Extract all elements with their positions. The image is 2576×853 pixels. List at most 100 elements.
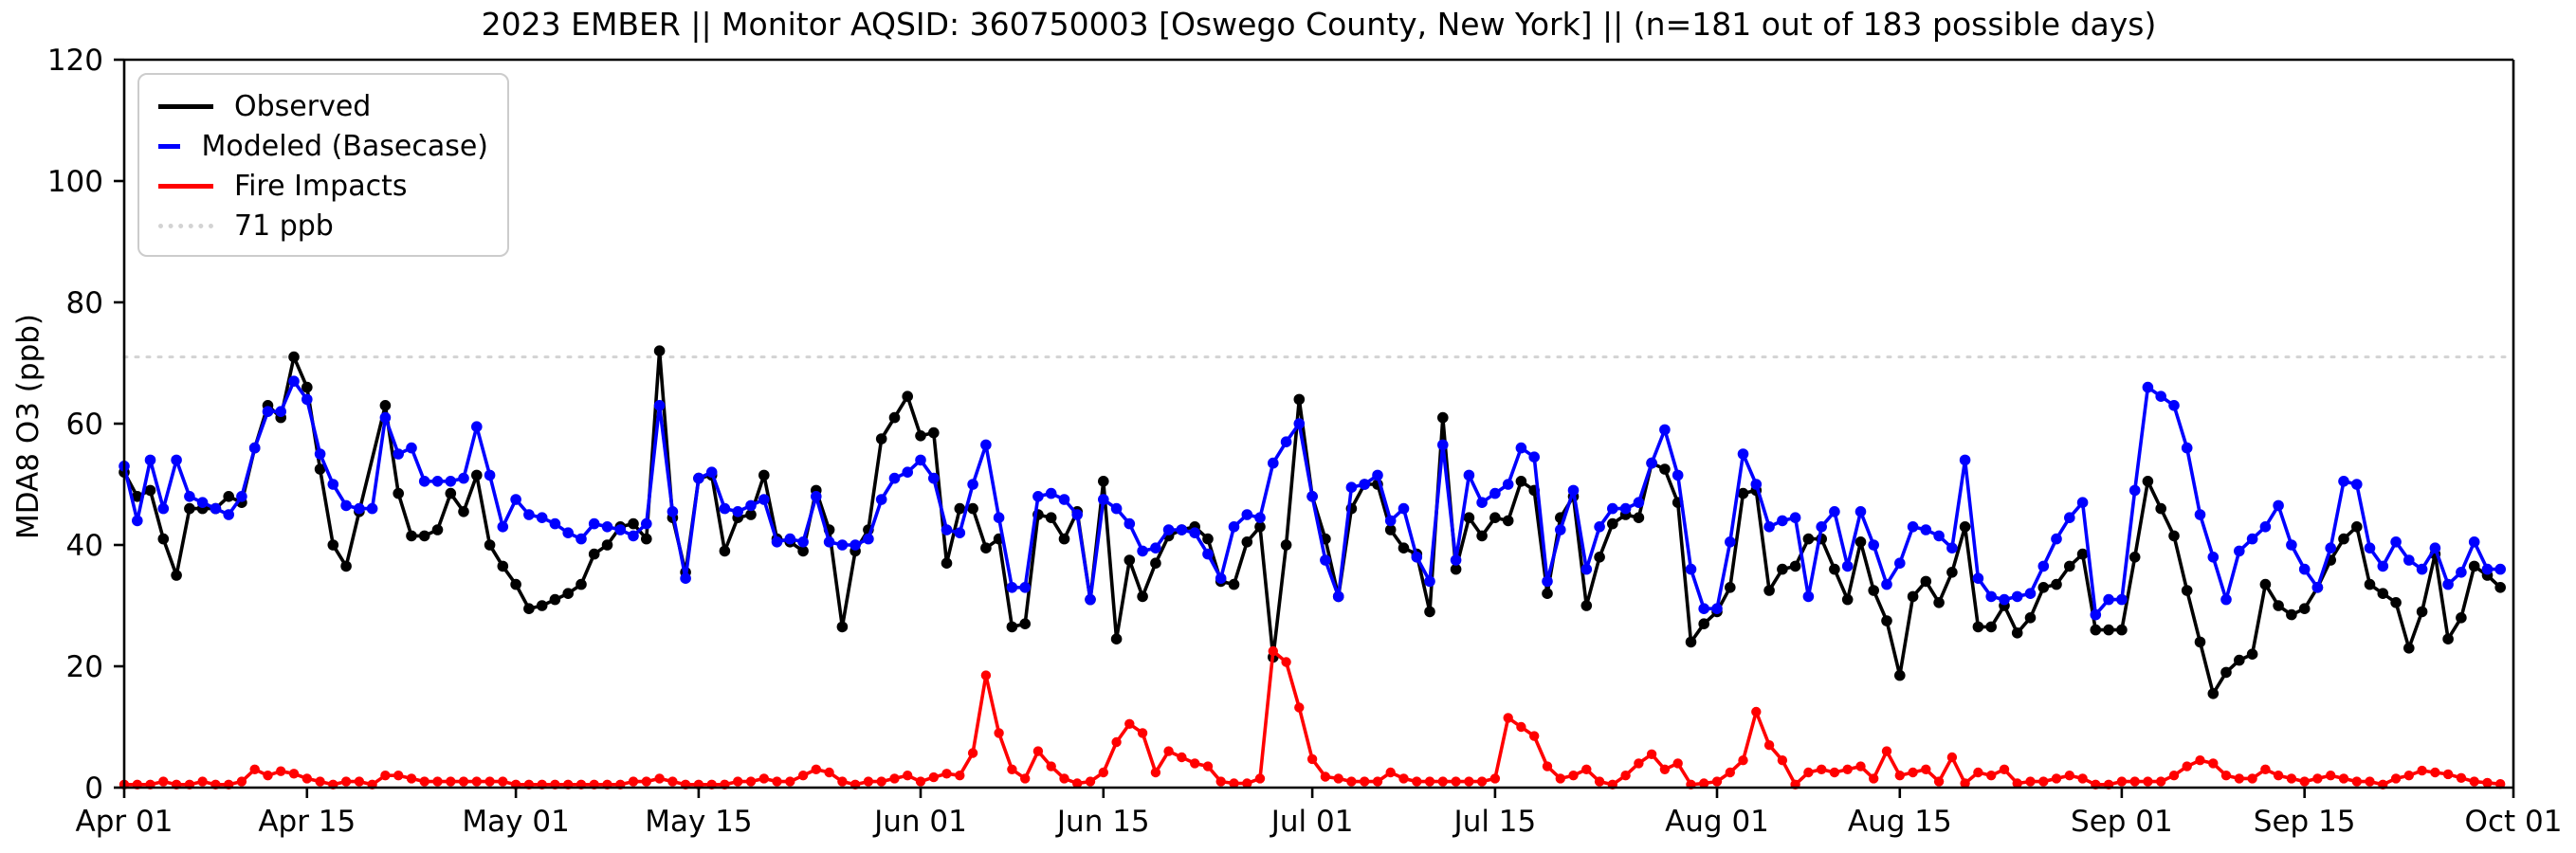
threshold-line-swatch — [158, 223, 213, 228]
data-point — [1020, 773, 1031, 784]
data-point — [2182, 761, 2192, 771]
data-point — [2416, 563, 2428, 575]
data-point — [510, 494, 521, 505]
data-point — [301, 381, 313, 393]
data-point — [366, 502, 378, 515]
data-point — [523, 509, 535, 520]
data-point — [1437, 411, 1449, 424]
data-point — [954, 527, 966, 538]
data-point — [1659, 463, 1671, 475]
data-point — [1829, 563, 1840, 575]
data-point — [1646, 457, 1657, 469]
data-point — [1437, 776, 1449, 787]
data-point — [1476, 497, 1488, 508]
data-point — [1019, 582, 1031, 593]
data-point — [641, 776, 651, 787]
data-point — [888, 411, 901, 424]
data-point — [875, 494, 887, 505]
data-point — [2468, 536, 2480, 548]
data-point — [2181, 585, 2193, 596]
data-point — [888, 472, 901, 484]
data-point — [2195, 755, 2205, 766]
data-point — [418, 476, 430, 487]
data-point — [2403, 554, 2415, 566]
data-point — [980, 670, 992, 681]
data-point — [2286, 539, 2297, 551]
data-point — [2024, 612, 2037, 624]
data-point — [1280, 539, 1292, 551]
data-point — [1385, 767, 1396, 778]
data-point — [2442, 769, 2454, 780]
data-point — [967, 748, 978, 758]
data-point — [2181, 442, 2193, 454]
data-point — [941, 524, 953, 535]
data-point — [863, 776, 874, 787]
data-point — [393, 771, 404, 781]
data-point — [1908, 767, 1918, 778]
data-point — [1437, 439, 1449, 451]
data-point — [1555, 773, 1566, 784]
data-point — [2482, 777, 2493, 789]
data-point — [1398, 542, 1410, 554]
data-point — [1124, 718, 1135, 729]
x-tick-label: Jul 15 — [1452, 805, 1537, 839]
data-point — [1777, 755, 1788, 766]
data-point — [288, 375, 300, 388]
data-point — [2128, 552, 2141, 563]
data-point — [836, 621, 849, 633]
data-point — [641, 533, 652, 545]
data-point — [393, 448, 405, 460]
data-point — [2377, 588, 2389, 599]
data-point — [223, 491, 234, 502]
data-point — [2456, 567, 2467, 578]
data-point — [1817, 764, 1827, 774]
data-point — [2194, 636, 2206, 648]
data-point — [2351, 521, 2363, 533]
data-point — [340, 560, 352, 572]
y-tick-label: 60 — [66, 408, 103, 442]
data-point — [2469, 776, 2479, 787]
data-point — [2273, 600, 2284, 611]
data-point — [1881, 578, 1892, 590]
data-point — [601, 539, 613, 551]
data-point — [1450, 563, 1462, 575]
data-point — [2234, 654, 2245, 666]
data-point — [1098, 494, 1109, 505]
data-point — [354, 776, 365, 787]
data-point — [2207, 552, 2220, 563]
x-tick-label: Jun 01 — [872, 805, 967, 839]
data-point — [197, 776, 208, 787]
data-point — [1855, 761, 1866, 771]
data-point — [1685, 563, 1697, 575]
data-point — [1868, 585, 1879, 596]
data-point — [758, 773, 769, 784]
data-point — [2208, 758, 2219, 769]
data-point — [824, 767, 834, 778]
data-point — [1333, 773, 1343, 784]
data-point — [2129, 776, 2140, 787]
data-point — [1150, 557, 1161, 569]
data-point — [641, 517, 652, 530]
data-point — [2037, 582, 2050, 593]
data-point — [1293, 418, 1306, 429]
data-point — [2143, 776, 2153, 787]
data-point — [2416, 606, 2428, 618]
data-point — [928, 472, 940, 484]
data-point — [471, 776, 482, 787]
data-point — [941, 769, 952, 779]
data-point — [2338, 773, 2349, 784]
data-point — [471, 421, 483, 433]
data-point — [1725, 767, 1736, 778]
data-point — [2103, 593, 2114, 606]
data-point — [758, 494, 770, 505]
data-point — [1869, 773, 1879, 784]
data-point — [1281, 657, 1291, 667]
data-point — [628, 530, 639, 542]
data-point — [1672, 758, 1683, 769]
data-point — [1293, 393, 1306, 406]
data-point — [1137, 590, 1148, 603]
data-point — [1960, 778, 1970, 789]
data-point — [418, 530, 430, 542]
data-point — [1959, 454, 1971, 466]
